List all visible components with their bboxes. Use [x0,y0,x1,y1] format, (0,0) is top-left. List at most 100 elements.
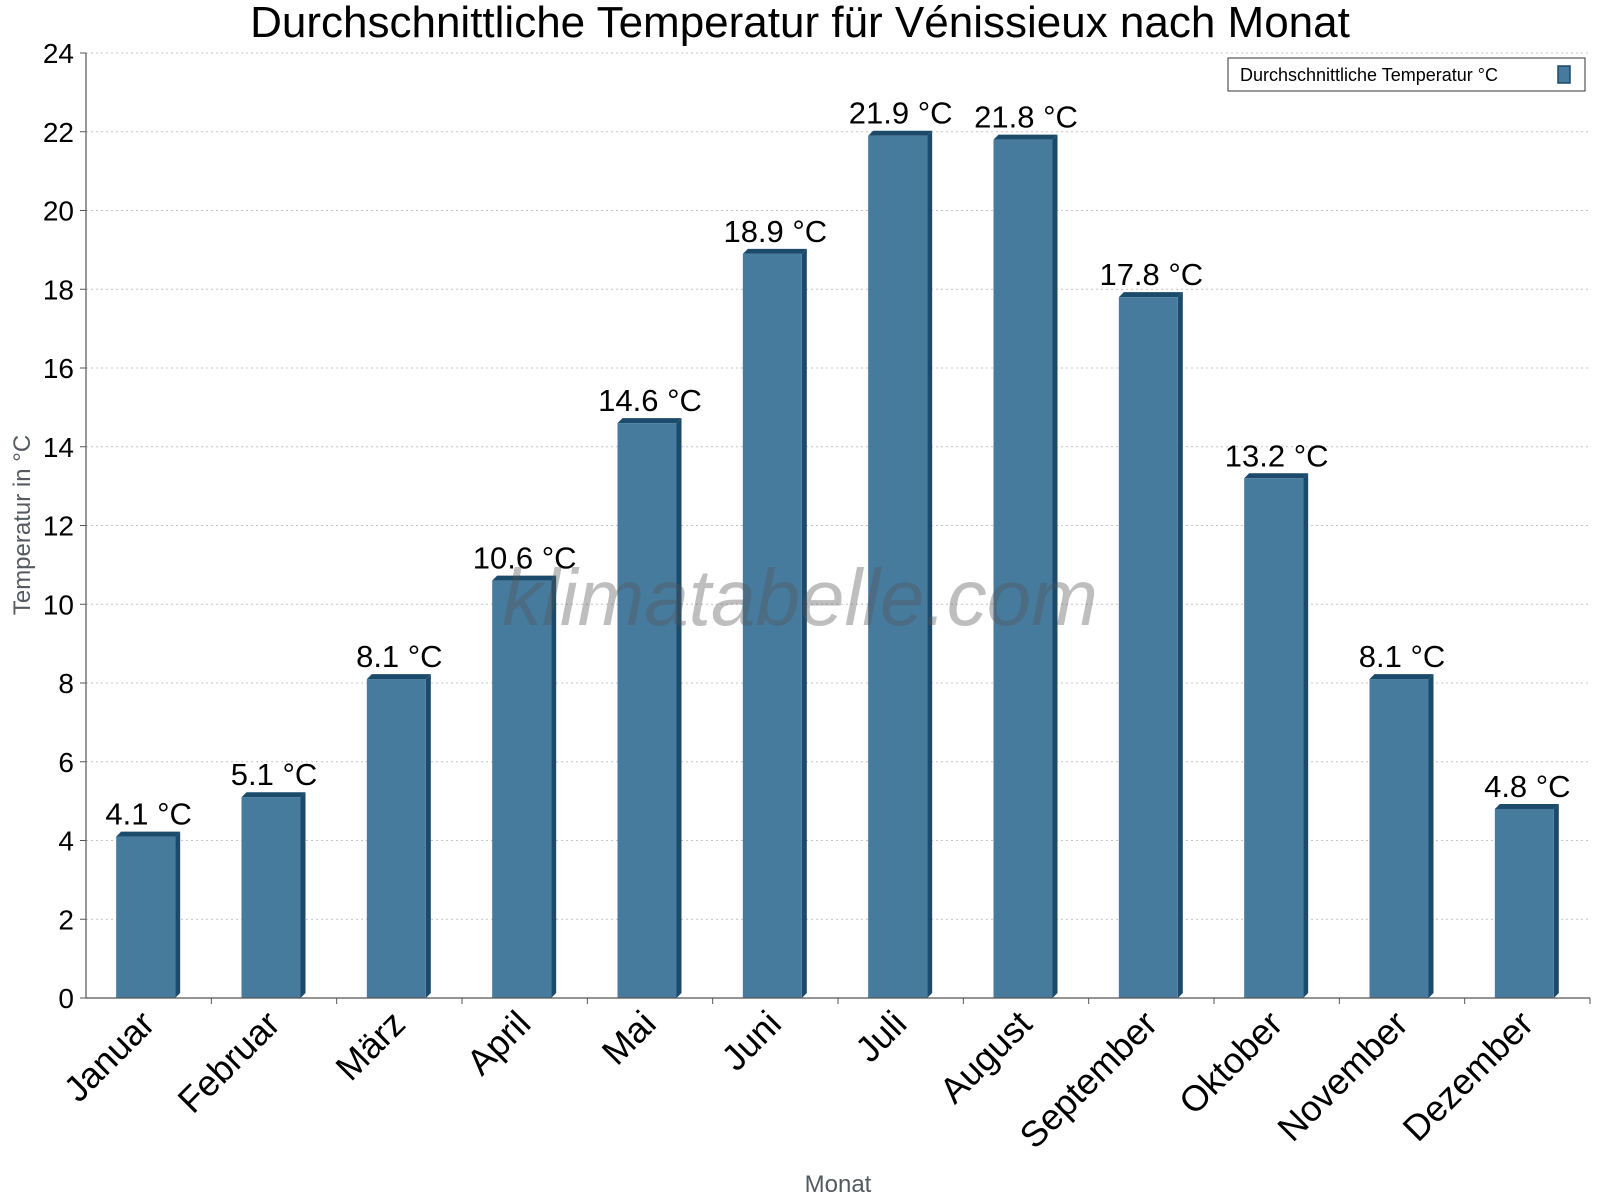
bar-front [742,253,802,998]
x-tick-label: Juli [847,1003,914,1070]
y-tick-label: 0 [58,983,74,1014]
data-label: 5.1 °C [231,757,318,792]
bar-front [366,679,426,998]
bar-top [492,575,557,581]
bar-top [1244,473,1309,479]
bar [1369,674,1434,998]
x-tick-labels: Januar Februar März April Mai Juni Juli AugustS… [55,1003,1541,1157]
bar-front [1118,297,1178,998]
data-label: 13.2 °C [1225,438,1329,473]
bar [241,792,306,998]
bar-side [676,418,682,998]
x-tick-label: November [1269,1003,1415,1149]
bar-top [116,831,181,837]
y-tick-label: 8 [58,668,74,699]
x-tick-label: Juni [713,1003,789,1079]
bar-top [1494,804,1559,809]
bar-top [868,130,933,136]
data-labels: 4.1 °C 5.1 °C 8.1 °C 10.6 °C 14.6 °C 18.9 °C 2… [105,96,1570,832]
bar-top [742,248,807,254]
y-axis-label: Temperatur in °C [9,435,36,615]
y-tick-label: 12 [43,511,74,542]
bar-side [927,130,933,998]
y-tick-label: 2 [58,904,74,935]
bar-front [241,797,301,998]
bar-front [1244,478,1304,998]
x-tick-label: Oktober [1171,1003,1291,1123]
bar-front [1369,679,1429,998]
bar-side [801,248,807,998]
x-tick-label: September [1011,1003,1165,1157]
data-label: 8.1 °C [356,639,443,674]
bar-side [175,831,181,998]
x-tick-label: Februar [170,1003,288,1121]
y-tick-label: 14 [43,432,74,463]
x-tick-label: März [327,1003,413,1089]
x-tick-label: Mai [594,1003,664,1073]
bar-top [1118,292,1183,298]
watermark: klimatabelle.com [502,553,1098,642]
bar-top [617,418,682,424]
y-tick-label: 18 [43,274,74,305]
legend: Durchschnittliche Temperatur °C [1227,57,1586,92]
x-tick-label: April [458,1003,538,1083]
axes [80,52,1591,1004]
y-tick-label: 24 [43,38,74,69]
bar-front [1494,809,1554,998]
bar-side [425,674,431,998]
bar-top [1369,674,1434,680]
y-tick-label: 16 [43,353,74,384]
bar-top [993,134,1058,140]
data-label: 14.6 °C [598,383,702,418]
bar [868,130,933,998]
data-label: 21.9 °C [849,96,953,131]
bars [116,130,1559,998]
chart-title: Durchschnittliche Temperatur für Vénissi… [250,0,1350,47]
data-label: 17.8 °C [1099,257,1203,292]
bar-front [492,580,552,998]
x-tick-label: Januar [55,1003,162,1110]
bar-side [1303,473,1309,998]
bar [742,248,807,998]
bar [116,831,181,998]
data-label: 4.1 °C [105,797,192,832]
bar [993,134,1058,998]
data-label: 10.6 °C [473,541,577,576]
y-tick-label: 22 [43,117,74,148]
x-tick-label: August [931,1003,1039,1111]
legend-box [1227,57,1586,92]
bar-front [868,135,928,998]
bar-front [617,423,677,998]
bar [1494,804,1559,998]
bar-top [241,792,306,798]
bar-side [551,575,557,998]
bar [617,418,682,998]
bar-side [1428,674,1434,998]
bar-top [366,674,431,680]
bar-front [993,139,1053,998]
data-label: 4.8 °C [1484,769,1571,804]
bar-side [300,792,306,998]
y-tick-label: 4 [58,826,74,857]
bar-front [116,836,176,998]
bar [366,674,431,998]
legend-swatch [1557,65,1571,84]
y-tick-label: 10 [43,589,74,620]
bar [1118,292,1183,998]
bar-side [1177,292,1183,998]
bar [1244,473,1309,998]
data-label: 18.9 °C [723,214,827,249]
data-label: 21.8 °C [974,100,1078,135]
gridlines [86,52,1590,920]
legend-label: Durchschnittliche Temperatur °C [1240,65,1498,85]
bar [492,575,557,998]
y-tick-label: 6 [58,747,74,778]
x-axis-label: Monat [805,1171,872,1198]
y-tick-label: 20 [43,196,74,227]
bar-side [1052,134,1058,998]
x-tick-label: Dezember [1395,1003,1541,1149]
bar-side [1553,804,1559,998]
data-label: 8.1 °C [1359,639,1446,674]
